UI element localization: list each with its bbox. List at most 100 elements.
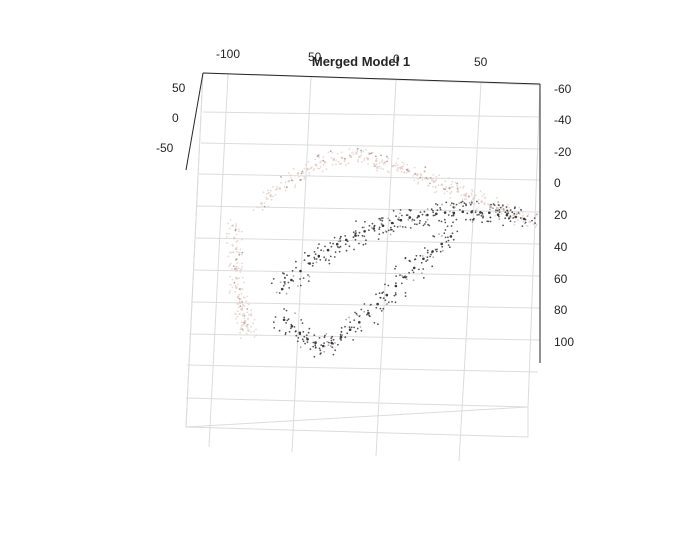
data-point bbox=[274, 194, 277, 196]
data-point bbox=[233, 268, 236, 270]
data-point bbox=[391, 164, 395, 168]
data-point bbox=[294, 312, 296, 315]
data-point bbox=[403, 172, 406, 174]
data-point bbox=[255, 328, 257, 331]
data-point bbox=[423, 210, 426, 213]
data-point bbox=[236, 295, 240, 299]
data-point bbox=[381, 224, 385, 228]
data-point bbox=[463, 202, 466, 205]
data-point bbox=[296, 172, 300, 175]
data-point bbox=[292, 280, 295, 282]
data-point bbox=[308, 168, 311, 171]
data-point bbox=[253, 318, 256, 321]
data-point bbox=[372, 151, 374, 154]
data-point bbox=[340, 327, 343, 329]
data-point bbox=[229, 263, 232, 266]
data-point bbox=[496, 213, 500, 216]
data-point bbox=[318, 347, 321, 350]
data-point bbox=[449, 204, 452, 207]
data-point bbox=[446, 190, 448, 193]
data-point bbox=[348, 148, 351, 150]
data-point bbox=[478, 213, 480, 216]
data-point bbox=[331, 335, 334, 338]
data-point bbox=[255, 206, 258, 209]
data-point bbox=[238, 306, 240, 309]
data-point bbox=[450, 225, 453, 227]
data-point bbox=[322, 163, 325, 166]
data-point bbox=[354, 330, 357, 333]
data-point bbox=[229, 289, 232, 292]
data-point bbox=[354, 311, 356, 314]
data-point bbox=[279, 281, 282, 284]
data-point bbox=[426, 259, 429, 261]
x-tick-label: 50 bbox=[308, 50, 322, 64]
data-point bbox=[365, 239, 367, 242]
data-point bbox=[380, 310, 383, 312]
data-point bbox=[517, 212, 520, 214]
data-point bbox=[334, 349, 337, 352]
data-point bbox=[438, 233, 440, 236]
data-point bbox=[368, 229, 370, 232]
data-point bbox=[465, 192, 468, 195]
data-point bbox=[237, 228, 240, 231]
data-point bbox=[434, 185, 437, 188]
data-point bbox=[513, 207, 516, 210]
data-point bbox=[395, 282, 397, 285]
data-point bbox=[299, 284, 302, 287]
data-point bbox=[443, 211, 447, 214]
data-point bbox=[355, 220, 357, 223]
data-point bbox=[241, 238, 244, 241]
data-point bbox=[477, 198, 480, 201]
data-point bbox=[241, 276, 244, 279]
data-point bbox=[335, 163, 337, 166]
data-point bbox=[278, 329, 281, 332]
data-point bbox=[404, 274, 407, 277]
data-point bbox=[333, 236, 336, 239]
data-point bbox=[367, 163, 369, 165]
data-point bbox=[402, 165, 404, 168]
data-point bbox=[340, 151, 343, 154]
data-point bbox=[389, 233, 392, 236]
data-point bbox=[307, 160, 310, 163]
data-point bbox=[357, 160, 359, 163]
data-point bbox=[511, 211, 514, 214]
data-point bbox=[471, 209, 474, 212]
data-point bbox=[267, 205, 270, 208]
data-point bbox=[241, 328, 244, 331]
data-point bbox=[303, 178, 306, 181]
data-point bbox=[432, 174, 435, 176]
data-point bbox=[378, 228, 381, 231]
data-point bbox=[280, 176, 282, 178]
data-point bbox=[266, 192, 268, 195]
data-point bbox=[315, 258, 318, 260]
data-point bbox=[453, 206, 456, 209]
data-point bbox=[419, 173, 422, 175]
data-point bbox=[490, 206, 492, 208]
data-point bbox=[229, 227, 231, 230]
data-point bbox=[338, 250, 341, 253]
data-point bbox=[375, 306, 378, 309]
data-point bbox=[498, 218, 501, 221]
data-point bbox=[253, 336, 256, 339]
data-point bbox=[381, 292, 383, 295]
data-point bbox=[353, 326, 355, 329]
data-point bbox=[344, 157, 346, 160]
data-point bbox=[363, 159, 365, 162]
data-point bbox=[440, 220, 443, 223]
data-point bbox=[282, 318, 286, 322]
data-point bbox=[397, 164, 399, 167]
data-point bbox=[307, 280, 310, 282]
data-point bbox=[363, 226, 365, 229]
data-point bbox=[234, 290, 237, 293]
data-point bbox=[490, 203, 492, 206]
z-tick-label: -40 bbox=[554, 113, 572, 127]
z-tick-label: 40 bbox=[554, 240, 568, 254]
data-point bbox=[272, 195, 274, 198]
data-point bbox=[305, 334, 308, 336]
data-point bbox=[337, 343, 339, 346]
data-point bbox=[286, 186, 288, 189]
data-point bbox=[292, 275, 295, 277]
data-point bbox=[379, 219, 382, 221]
data-point bbox=[262, 191, 265, 194]
data-point bbox=[470, 194, 473, 197]
